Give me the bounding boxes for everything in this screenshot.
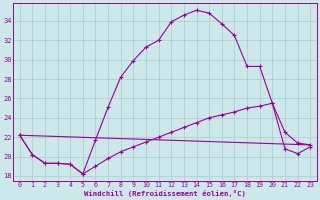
X-axis label: Windchill (Refroidissement éolien,°C): Windchill (Refroidissement éolien,°C) bbox=[84, 190, 246, 197]
